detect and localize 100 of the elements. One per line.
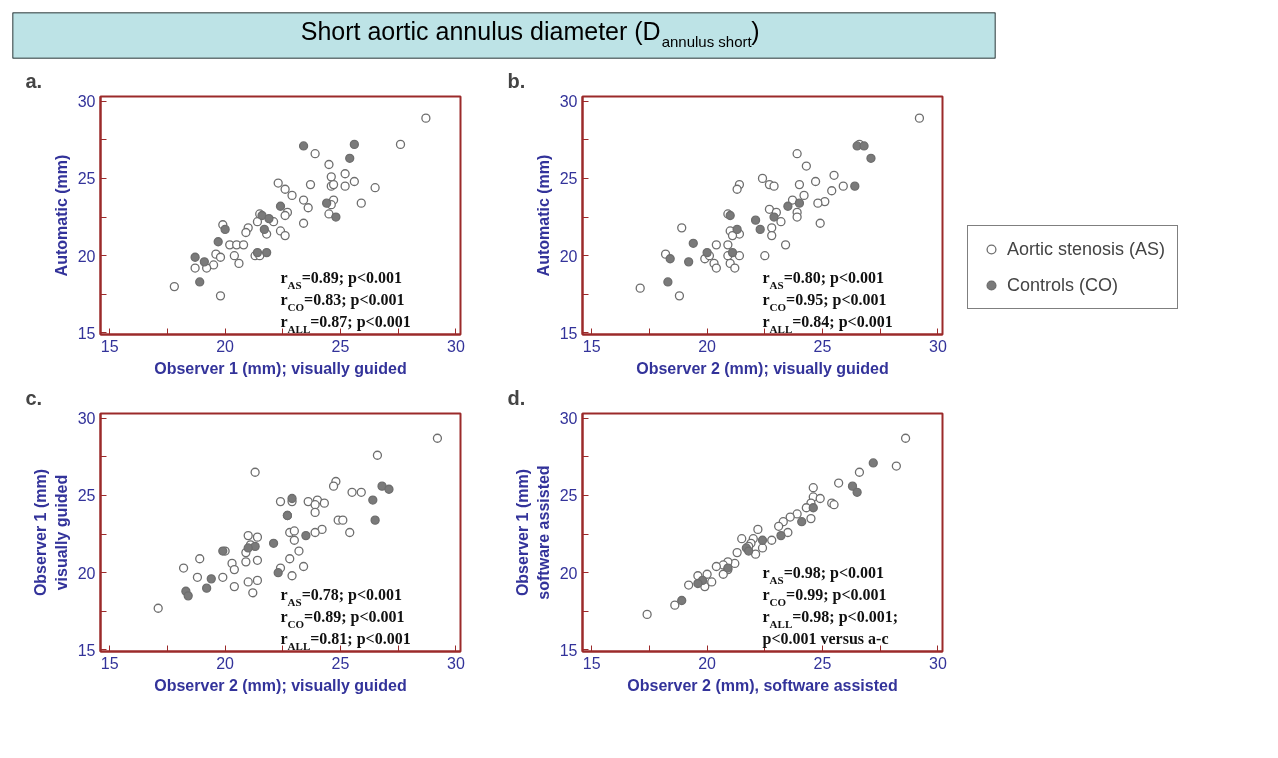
point <box>757 535 768 545</box>
point <box>757 543 768 553</box>
point <box>322 198 332 208</box>
point <box>294 546 304 556</box>
point <box>674 291 685 301</box>
point <box>331 212 341 222</box>
point <box>208 260 219 270</box>
point <box>280 184 290 194</box>
point <box>702 569 712 579</box>
point <box>298 141 309 151</box>
point <box>218 572 228 582</box>
point <box>693 578 703 589</box>
point <box>797 517 807 527</box>
point <box>303 203 313 213</box>
point <box>432 433 443 443</box>
point <box>356 198 366 208</box>
point <box>734 251 745 261</box>
point <box>280 230 290 241</box>
point <box>190 263 200 273</box>
point <box>769 212 779 222</box>
point <box>372 450 383 460</box>
point <box>891 461 901 471</box>
y-tick-label: 20 <box>77 247 96 265</box>
point <box>732 184 742 194</box>
y-tick-label: 20 <box>77 564 96 582</box>
x-tick-label: 25 <box>813 337 832 355</box>
point <box>914 113 925 123</box>
y-tick-label: 30 <box>559 410 578 428</box>
point <box>215 291 226 301</box>
point <box>670 600 680 610</box>
point <box>183 591 193 601</box>
point <box>370 515 380 525</box>
point <box>785 512 795 522</box>
x-tick-label: 20 <box>216 337 235 355</box>
point <box>760 251 770 261</box>
point <box>287 190 297 201</box>
y-tick-label: 25 <box>77 170 96 188</box>
x-tick-label: 15 <box>100 337 119 355</box>
point <box>868 458 878 468</box>
x-tick-label: 20 <box>698 654 717 672</box>
point <box>792 149 802 159</box>
point <box>328 481 339 491</box>
point <box>813 198 823 208</box>
point <box>384 484 394 494</box>
point <box>340 169 350 179</box>
point <box>665 254 675 264</box>
point <box>737 534 747 544</box>
point <box>815 493 825 504</box>
point <box>642 609 652 620</box>
point <box>808 483 818 493</box>
point <box>310 500 320 510</box>
point <box>275 201 286 211</box>
point <box>854 467 865 477</box>
point <box>677 595 687 606</box>
point <box>199 257 209 267</box>
point <box>750 215 761 225</box>
point <box>767 535 777 545</box>
point <box>810 176 821 187</box>
point <box>298 218 309 228</box>
point <box>192 572 203 582</box>
point <box>287 571 297 581</box>
point <box>234 258 244 269</box>
point <box>195 554 205 564</box>
point <box>289 526 299 536</box>
x-tick-label: 25 <box>331 654 350 672</box>
point <box>815 218 825 228</box>
point <box>190 252 200 262</box>
point <box>238 240 249 250</box>
point <box>273 568 283 578</box>
point <box>421 113 431 123</box>
x-tick-label: 15 <box>582 654 601 672</box>
y-tick-label: 20 <box>559 247 578 265</box>
point <box>298 561 309 572</box>
point <box>757 173 768 184</box>
point <box>776 530 786 541</box>
point <box>834 478 844 488</box>
chart-title: d. <box>507 386 526 409</box>
point <box>370 183 380 193</box>
y-tick-label: 15 <box>77 641 96 659</box>
point <box>368 495 378 505</box>
point <box>727 247 738 258</box>
point <box>827 186 837 196</box>
point <box>774 521 784 531</box>
point <box>850 181 860 191</box>
point <box>273 178 283 188</box>
point <box>303 496 313 507</box>
point <box>783 201 793 211</box>
point <box>702 247 712 258</box>
point <box>900 433 911 443</box>
point <box>250 467 260 477</box>
point <box>285 554 295 564</box>
point <box>799 190 809 201</box>
point <box>635 283 645 293</box>
point <box>711 263 721 273</box>
point <box>684 580 694 590</box>
point <box>262 247 272 258</box>
point <box>794 198 805 208</box>
point <box>153 603 163 613</box>
point <box>229 251 239 261</box>
x-axis-title: Observer 2 (mm); visually guided <box>636 359 889 377</box>
